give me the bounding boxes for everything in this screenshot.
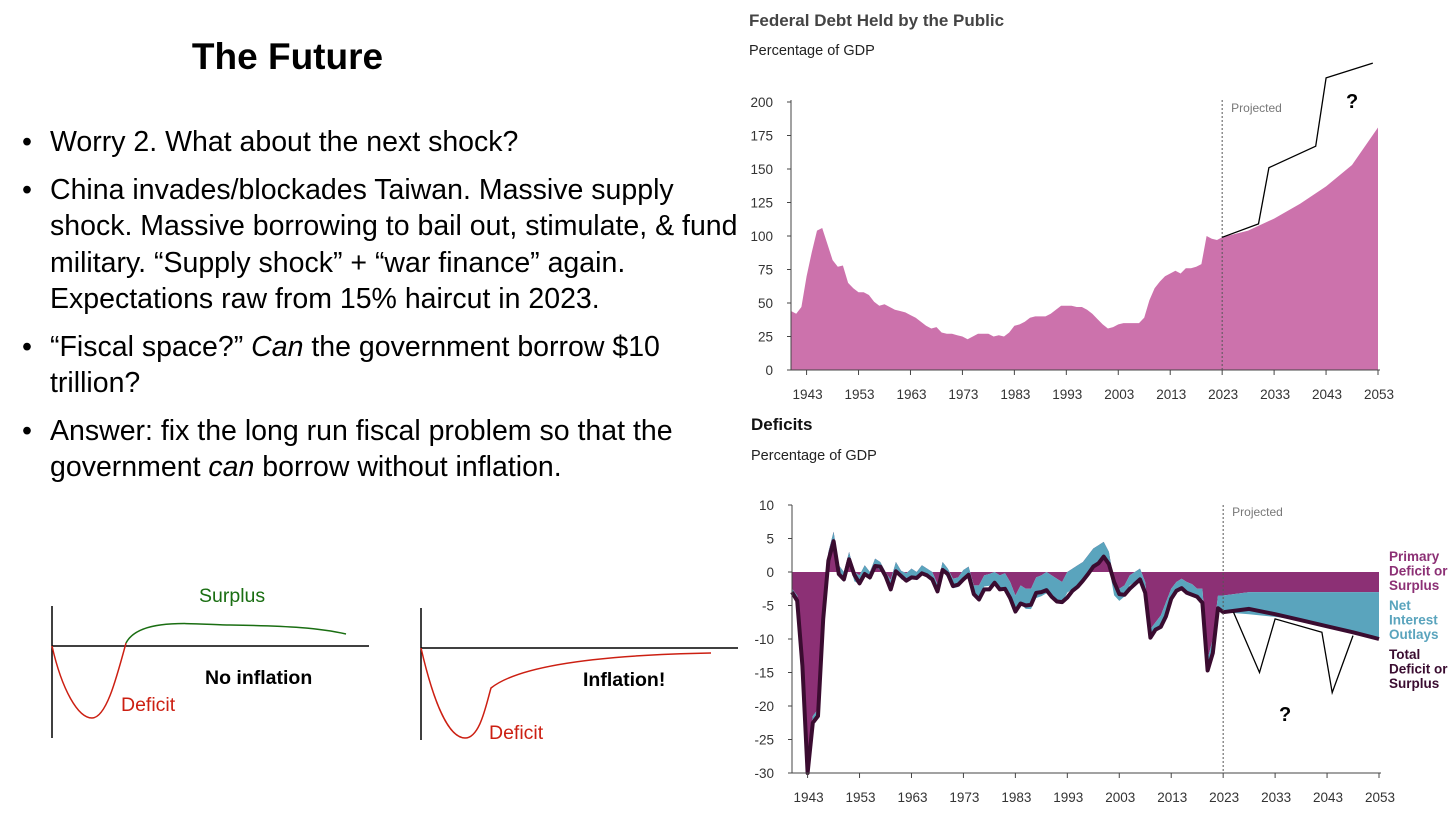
legend-primary-deficit-or-surplus: Primary Deficit or Surplus — [1389, 549, 1448, 593]
y-tick-label: -5 — [762, 599, 774, 614]
deficit-chart-subtitle: Percentage of GDP — [751, 448, 877, 464]
x-tick-label: 2053 — [1364, 387, 1394, 402]
hand-drawn-projection-line — [1221, 62, 1373, 238]
x-tick-label: 1983 — [1000, 387, 1030, 402]
legend-line: Deficit or — [1389, 662, 1448, 677]
primary-deficit-area — [792, 531, 1379, 760]
x-tick-label: 2013 — [1157, 790, 1187, 805]
legend-line: Primary — [1389, 549, 1440, 564]
x-tick-label: 1953 — [845, 387, 875, 402]
bullet-emphasis: Can — [251, 330, 304, 363]
y-tick-label: 100 — [750, 229, 773, 244]
x-tick-label: 2043 — [1313, 790, 1343, 805]
x-tick-label: 2023 — [1209, 790, 1239, 805]
legend-line: Deficit or — [1389, 564, 1448, 579]
y-tick-label: 75 — [758, 263, 773, 278]
legend-total-deficit-or-surplus: Total Deficit or Surplus — [1389, 647, 1448, 691]
bullet-text: China invades/blockades Taiwan. Massive … — [50, 173, 738, 316]
legend-line: Outlays — [1389, 627, 1439, 642]
sketch-left-deficit-label: Deficit — [121, 694, 176, 716]
x-tick-label: 1973 — [949, 790, 979, 805]
legend-line: Interest — [1389, 613, 1438, 628]
x-tick-label: 2043 — [1312, 387, 1342, 402]
y-tick-label: -15 — [754, 666, 774, 681]
bullet-text: Worry 2. What about the next shock? — [50, 126, 519, 158]
legend-net-interest-outlays: Net Interest Outlays — [1389, 598, 1439, 642]
legend-line: Total — [1389, 647, 1420, 662]
deficit-chart-title: Deficits — [751, 415, 812, 434]
projected-label: Projected — [1231, 101, 1282, 115]
bullet-answer: Answer: fix the long run fiscal problem … — [22, 413, 742, 486]
y-tick-label: -30 — [754, 766, 774, 781]
bullet-fiscal-space: “Fiscal space?” Can the government borro… — [22, 329, 742, 402]
x-tick-label: 2053 — [1365, 790, 1395, 805]
sketch-left-surplus-curve — [125, 622, 347, 644]
sketch-no-inflation-caption: No inflation — [205, 667, 312, 689]
x-tick-label: 1953 — [846, 790, 876, 805]
y-tick-label: 0 — [765, 363, 773, 378]
y-tick-label: 200 — [750, 95, 773, 110]
y-tick-label: 175 — [750, 129, 773, 144]
y-tick-label: 0 — [766, 565, 774, 580]
bullet-text: borrow without inflation. — [254, 451, 562, 483]
x-tick-label: 1943 — [793, 387, 823, 402]
y-tick-label: 25 — [758, 330, 773, 345]
bullet-next-shock: Worry 2. What about the next shock? — [22, 124, 742, 161]
x-tick-label: 1943 — [794, 790, 824, 805]
question-mark-annotation: ? — [1346, 91, 1358, 113]
x-tick-label: 1983 — [1001, 790, 1031, 805]
debt-area — [791, 127, 1378, 370]
bullet-taiwan-scenario: China invades/blockades Taiwan. Massive … — [22, 172, 742, 318]
x-tick-label: 1963 — [897, 790, 927, 805]
question-mark-annotation: ? — [1279, 704, 1291, 726]
slide-title: The Future — [191, 36, 384, 77]
hand-drawn-projection-line — [1232, 611, 1354, 696]
x-tick-label: 2033 — [1261, 790, 1291, 805]
bullet-text: “Fiscal space?” — [50, 330, 252, 363]
x-tick-label: 1993 — [1052, 387, 1082, 402]
sketch-right-deficit-curve — [420, 647, 712, 739]
bullet-text: the government borrow $10 trillion? — [50, 330, 660, 400]
x-tick-label: 2013 — [1156, 387, 1186, 402]
x-tick-label: 2003 — [1105, 790, 1135, 805]
y-tick-label: -10 — [754, 632, 774, 647]
bullet-list: Worry 2. What about the next shock? Chin… — [22, 124, 742, 497]
y-tick-label: -20 — [754, 699, 774, 714]
x-tick-label: 1993 — [1053, 790, 1083, 805]
sketch-no-inflation: Surplus Deficit No inflation — [51, 585, 369, 738]
bullet-emphasis: can — [208, 451, 255, 483]
y-tick-label: -25 — [754, 733, 774, 748]
sketch-inflation-caption: Inflation! — [583, 669, 665, 691]
legend-line: Surplus — [1389, 578, 1439, 593]
y-tick-label: 50 — [758, 296, 773, 311]
debt-chart-title: Federal Debt Held by the Public — [749, 11, 1004, 30]
legend-line: Surplus — [1389, 676, 1439, 691]
x-tick-label: 2023 — [1208, 387, 1238, 402]
debt-chart: Federal Debt Held by the Public Percenta… — [749, 11, 1394, 402]
total-deficit-line — [790, 539, 1380, 775]
deficit-chart: Deficits Percentage of GDP 10 5 0 -5 -10 -15 -… — [751, 415, 1448, 805]
x-tick-label: 2003 — [1104, 387, 1134, 402]
bullet-text: Answer: fix the long run fiscal problem … — [50, 414, 673, 484]
y-tick-label: 150 — [750, 162, 773, 177]
sketch-surplus-label: Surplus — [199, 585, 265, 607]
sketch-left-deficit-curve — [51, 642, 127, 719]
legend-line: Net — [1389, 598, 1411, 613]
projected-label: Projected — [1232, 505, 1283, 519]
debt-chart-subtitle: Percentage of GDP — [749, 43, 875, 59]
y-tick-label: 10 — [759, 498, 774, 513]
x-tick-label: 2033 — [1260, 387, 1290, 402]
y-tick-label: 125 — [750, 196, 773, 211]
sketch-right-deficit-label: Deficit — [489, 722, 544, 744]
x-tick-label: 1973 — [948, 387, 978, 402]
y-tick-label: 5 — [766, 532, 774, 547]
x-tick-label: 1963 — [896, 387, 926, 402]
sketch-inflation: Deficit Inflation! — [420, 608, 738, 744]
